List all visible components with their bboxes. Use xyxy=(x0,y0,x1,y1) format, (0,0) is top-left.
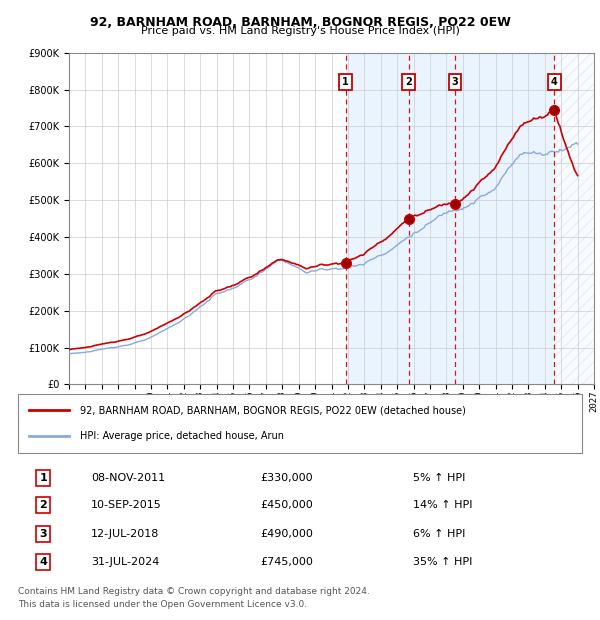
Text: 4: 4 xyxy=(40,557,47,567)
Bar xyxy=(554,53,594,384)
FancyBboxPatch shape xyxy=(18,394,582,453)
Text: 92, BARNHAM ROAD, BARNHAM, BOGNOR REGIS, PO22 0EW (detached house): 92, BARNHAM ROAD, BARNHAM, BOGNOR REGIS,… xyxy=(80,405,466,415)
Text: Price paid vs. HM Land Registry's House Price Index (HPI): Price paid vs. HM Land Registry's House … xyxy=(140,26,460,36)
Text: 35% ↑ HPI: 35% ↑ HPI xyxy=(413,557,472,567)
Text: 3: 3 xyxy=(40,529,47,539)
Text: 5% ↑ HPI: 5% ↑ HPI xyxy=(413,473,465,483)
Text: 1: 1 xyxy=(40,473,47,483)
Bar xyxy=(346,53,554,384)
Text: 2: 2 xyxy=(406,77,412,87)
Text: 4: 4 xyxy=(551,77,557,87)
Text: HPI: Average price, detached house, Arun: HPI: Average price, detached house, Arun xyxy=(80,431,284,441)
Text: 14% ↑ HPI: 14% ↑ HPI xyxy=(413,500,472,510)
Text: 1: 1 xyxy=(342,77,349,87)
Text: £490,000: £490,000 xyxy=(260,529,313,539)
Text: £745,000: £745,000 xyxy=(260,557,313,567)
Text: 10-SEP-2015: 10-SEP-2015 xyxy=(91,500,162,510)
Text: Contains HM Land Registry data © Crown copyright and database right 2024.: Contains HM Land Registry data © Crown c… xyxy=(18,587,370,596)
Text: £450,000: £450,000 xyxy=(260,500,313,510)
Text: 92, BARNHAM ROAD, BARNHAM, BOGNOR REGIS, PO22 0EW: 92, BARNHAM ROAD, BARNHAM, BOGNOR REGIS,… xyxy=(89,16,511,29)
Text: 12-JUL-2018: 12-JUL-2018 xyxy=(91,529,160,539)
Text: 2: 2 xyxy=(40,500,47,510)
Text: This data is licensed under the Open Government Licence v3.0.: This data is licensed under the Open Gov… xyxy=(18,600,307,609)
Text: 08-NOV-2011: 08-NOV-2011 xyxy=(91,473,166,483)
Text: 6% ↑ HPI: 6% ↑ HPI xyxy=(413,529,465,539)
Text: £330,000: £330,000 xyxy=(260,473,313,483)
Text: 31-JUL-2024: 31-JUL-2024 xyxy=(91,557,160,567)
Text: 3: 3 xyxy=(452,77,458,87)
